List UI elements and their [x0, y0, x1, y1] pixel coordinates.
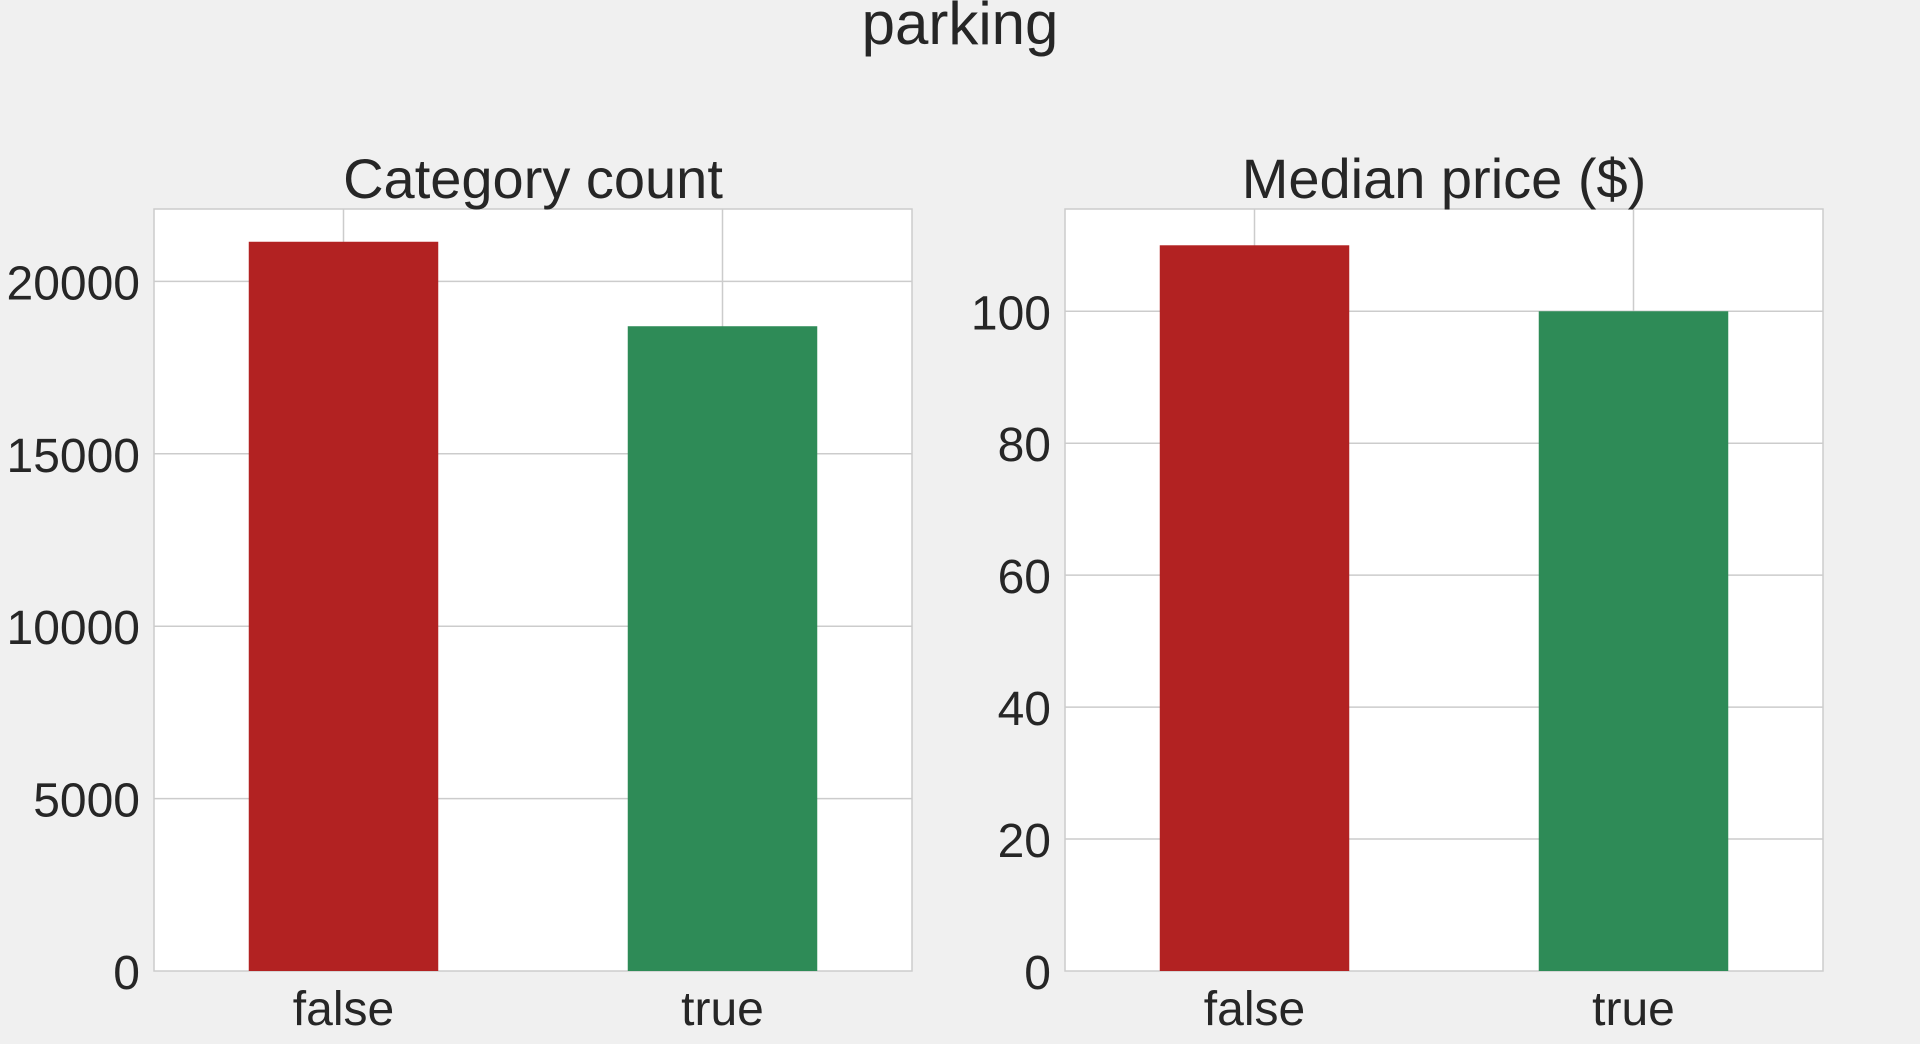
y-tick-label: 60 [998, 551, 1051, 604]
y-tick-labels: 0 5000 10000 15000 20000 [7, 257, 140, 1000]
bars [248, 241, 818, 971]
bars [1159, 245, 1729, 972]
bar-true [627, 326, 818, 971]
bar-false [1159, 245, 1350, 972]
y-tick-label: 80 [998, 419, 1051, 472]
chart-title: Category count [343, 147, 723, 210]
y-tick-labels: 0 20 40 60 80 100 [971, 287, 1051, 1000]
figure-title: parking [862, 0, 1059, 57]
y-tick-label: 20 [998, 815, 1051, 868]
chart-title: Median price ($) [1242, 147, 1647, 210]
panel-category-count: 0 5000 10000 15000 20000 false true Category … [7, 147, 913, 1036]
x-tick-label: true [1592, 983, 1675, 1036]
y-tick-label: 0 [113, 947, 140, 1000]
x-tick-label: false [293, 983, 394, 1036]
y-tick-label: 40 [998, 683, 1051, 736]
y-tick-label: 10000 [7, 602, 140, 655]
x-tick-label: true [681, 983, 764, 1036]
bar-true [1538, 311, 1729, 971]
y-tick-label: 15000 [7, 430, 140, 483]
y-tick-label: 5000 [33, 775, 140, 828]
x-tick-label: false [1204, 983, 1305, 1036]
x-tick-labels: false true [1204, 983, 1675, 1036]
x-tick-labels: false true [293, 983, 764, 1036]
y-tick-label: 0 [1024, 947, 1051, 1000]
bar-false [248, 241, 439, 971]
panel-median-price: 0 20 40 60 80 100 false true Median price ($) [971, 147, 1824, 1036]
y-tick-label: 100 [971, 287, 1051, 340]
y-tick-label: 20000 [7, 257, 140, 310]
